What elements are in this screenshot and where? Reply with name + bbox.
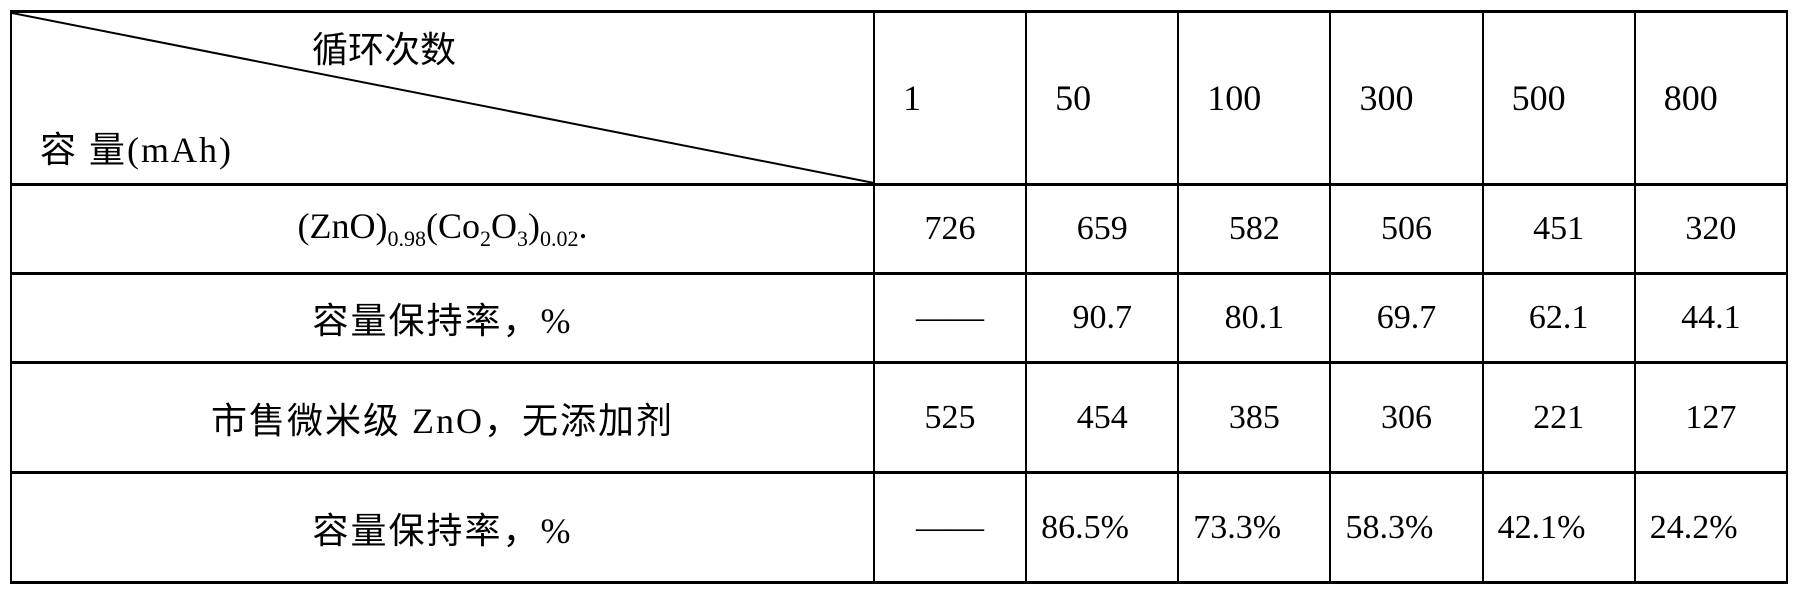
cell: 506 xyxy=(1330,185,1482,274)
cell: 24.2% xyxy=(1635,473,1787,583)
cell: 320 xyxy=(1635,185,1787,274)
cell: 90.7 xyxy=(1026,274,1178,363)
cell: 385 xyxy=(1178,363,1330,473)
cell: 659 xyxy=(1026,185,1178,274)
cell: 127 xyxy=(1635,363,1787,473)
cell: 86.5% xyxy=(1026,473,1178,583)
cell: 44.1 xyxy=(1635,274,1787,363)
header-bottom-label: 容 量(mAh) xyxy=(40,121,233,173)
cell: —— xyxy=(874,473,1026,583)
cell: 726 xyxy=(874,185,1026,274)
cell: 42.1% xyxy=(1483,473,1635,583)
table-row: 市售微米级 ZnO，无添加剂 525 454 385 306 221 127 xyxy=(11,363,1787,473)
table-row: (ZnO)0.98(Co2O3)0.02. 726 659 582 506 45… xyxy=(11,185,1787,274)
cell: 582 xyxy=(1178,185,1330,274)
diagonal-header-cell: 循环次数 容 量(mAh) xyxy=(11,12,874,185)
cell: 69.7 xyxy=(1330,274,1482,363)
row-label-commercial-zno: 市售微米级 ZnO，无添加剂 xyxy=(11,363,874,473)
cycle-col-300: 300 xyxy=(1330,12,1482,185)
row-label-retention-2: 容量保持率，% xyxy=(11,473,874,583)
cell: 80.1 xyxy=(1178,274,1330,363)
cycle-col-100: 100 xyxy=(1178,12,1330,185)
cycle-col-800: 800 xyxy=(1635,12,1787,185)
cell: 62.1 xyxy=(1483,274,1635,363)
capacity-table: 循环次数 容 量(mAh) 1 50 100 300 500 800 (ZnO)… xyxy=(10,10,1788,584)
cell: 525 xyxy=(874,363,1026,473)
cell: 454 xyxy=(1026,363,1178,473)
header-top-label: 循环次数 xyxy=(312,21,456,73)
cell: 73.3% xyxy=(1178,473,1330,583)
header-row: 循环次数 容 量(mAh) 1 50 100 300 500 800 xyxy=(11,12,1787,185)
cycle-col-50: 50 xyxy=(1026,12,1178,185)
row-label-zno-co2o3: (ZnO)0.98(Co2O3)0.02. xyxy=(11,185,874,274)
cell: 451 xyxy=(1483,185,1635,274)
cycle-col-1: 1 xyxy=(874,12,1026,185)
table-row: 容量保持率，% —— 90.7 80.1 69.7 62.1 44.1 xyxy=(11,274,1787,363)
cycle-col-500: 500 xyxy=(1483,12,1635,185)
cell: 221 xyxy=(1483,363,1635,473)
cell: —— xyxy=(874,274,1026,363)
cell: 306 xyxy=(1330,363,1482,473)
cell: 58.3% xyxy=(1330,473,1482,583)
table-row: 容量保持率，% —— 86.5% 73.3% 58.3% 42.1% 24.2% xyxy=(11,473,1787,583)
row-label-retention-1: 容量保持率，% xyxy=(11,274,874,363)
